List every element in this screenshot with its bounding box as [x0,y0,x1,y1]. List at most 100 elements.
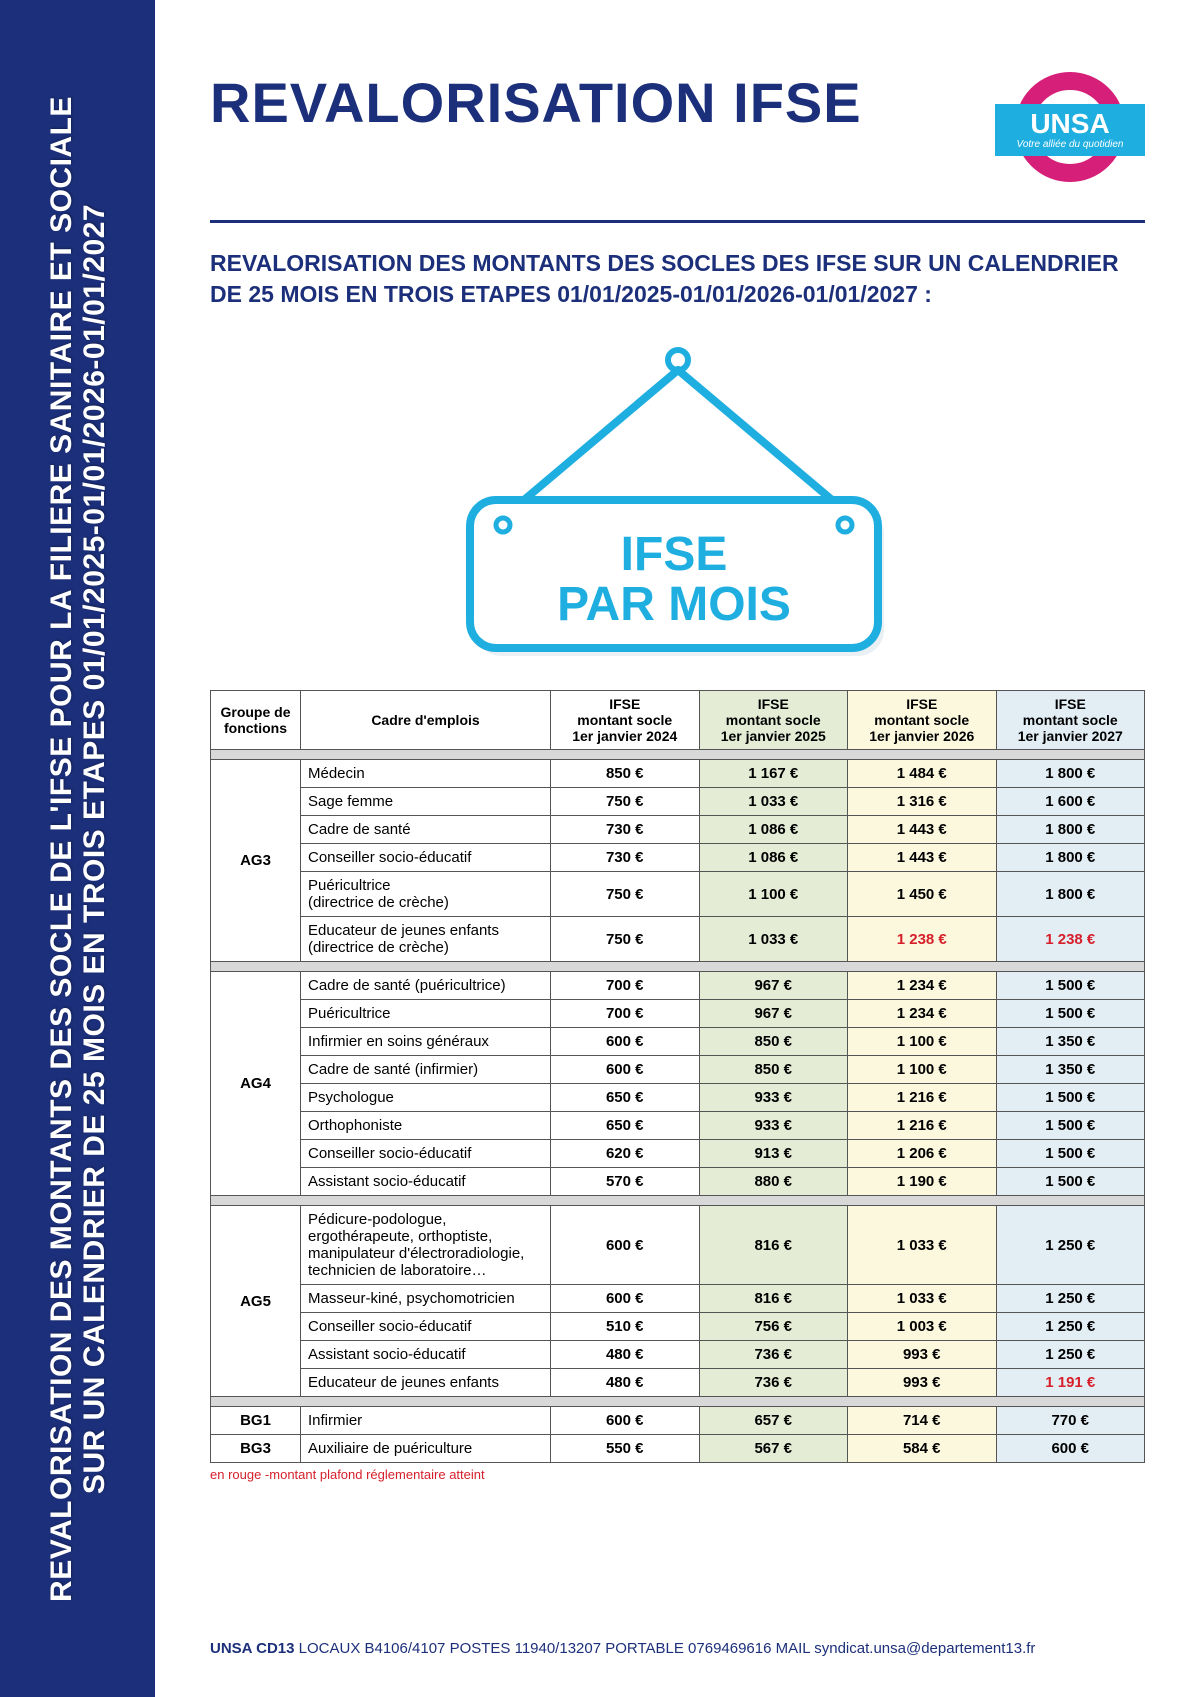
table-cell: 933 € [699,1084,848,1112]
table-cell: 1 206 € [848,1140,997,1168]
table-cell: 736 € [699,1341,848,1369]
table-cell: 1 003 € [848,1313,997,1341]
table-row: BG1Infirmier600 €657 €714 €770 € [211,1407,1145,1435]
table-row: Assistant socio-éducatif570 €880 €1 190 … [211,1168,1145,1196]
ifse-table: Groupe de fonctions Cadre d'emplois IFSE… [210,690,1145,1463]
table-cell: 1 238 € [996,917,1145,962]
table-cell: 1 238 € [848,917,997,962]
group-cell: AG4 [211,972,301,1196]
table-cell: 750 € [551,917,700,962]
subtitle: REVALORISATION DES MONTANTS DES SOCLES D… [210,248,1145,310]
divider [210,220,1145,223]
footer-bold: UNSA CD13 [210,1640,294,1657]
logo-band: UNSA Votre alliée du quotidien [995,104,1145,156]
table-cell: 1 100 € [699,872,848,917]
table-cell: 714 € [848,1407,997,1435]
hanging-sign-icon: IFSE PAR MOIS [448,340,908,660]
table-cell: 620 € [551,1140,700,1168]
table-cell: 700 € [551,1000,700,1028]
table-cell: 1 216 € [848,1112,997,1140]
table-cell: 1 800 € [996,816,1145,844]
table-row: Masseur-kiné, psychomotricien600 €816 €1… [211,1285,1145,1313]
table-legend: en rouge -montant plafond réglementaire … [210,1467,1145,1482]
table-cell: 933 € [699,1112,848,1140]
job-cell: Sage femme [301,788,551,816]
table-row: Infirmier en soins généraux600 €850 €1 1… [211,1028,1145,1056]
page-title: REVALORISATION IFSE [210,70,862,135]
table-cell: 600 € [551,1206,700,1285]
table-cell: 550 € [551,1435,700,1463]
table-cell: 1 100 € [848,1056,997,1084]
table-cell: 600 € [551,1285,700,1313]
sign-line1: IFSE [620,528,727,581]
table-cell: 600 € [551,1056,700,1084]
sidebar: REVALORISATION DES MONTANTS DES SOCLE DE… [0,0,155,1697]
table-cell: 1 350 € [996,1028,1145,1056]
table-cell: 1 250 € [996,1341,1145,1369]
table-cell: 967 € [699,972,848,1000]
table-cell: 584 € [848,1435,997,1463]
job-cell: Conseiller socio-éducatif [301,1140,551,1168]
th-group: Groupe de fonctions [211,691,301,750]
table-row: Orthophoniste650 €933 €1 216 €1 500 € [211,1112,1145,1140]
job-cell: Pédicure-podologue, ergothérapeute, orth… [301,1206,551,1285]
table-cell: 480 € [551,1369,700,1397]
table-cell: 1 033 € [699,917,848,962]
table-cell: 600 € [551,1407,700,1435]
table-cell: 736 € [699,1369,848,1397]
table-cell: 1 190 € [848,1168,997,1196]
table-cell: 1 350 € [996,1056,1145,1084]
table-cell: 1 167 € [699,760,848,788]
table-row: Assistant socio-éducatif480 €736 €993 €1… [211,1341,1145,1369]
table-cell: 967 € [699,1000,848,1028]
table-cell: 913 € [699,1140,848,1168]
table-cell: 567 € [699,1435,848,1463]
job-cell: Educateur de jeunes enfants(directrice d… [301,917,551,962]
group-cell: AG5 [211,1206,301,1397]
table-cell: 850 € [699,1056,848,1084]
job-cell: Conseiller socio-éducatif [301,844,551,872]
table-cell: 756 € [699,1313,848,1341]
header: REVALORISATION IFSE UNSA Votre alliée du… [210,70,1145,190]
table-row: Educateur de jeunes enfants(directrice d… [211,917,1145,962]
table-cell: 1 500 € [996,1084,1145,1112]
table-cell: 657 € [699,1407,848,1435]
table-cell: 1 033 € [848,1206,997,1285]
table-cell: 600 € [551,1028,700,1056]
job-cell: Orthophoniste [301,1112,551,1140]
th-job: Cadre d'emplois [301,691,551,750]
table-cell: 1 316 € [848,788,997,816]
sign-line2: PAR MOIS [557,578,791,631]
job-cell: Médecin [301,760,551,788]
table-cell: 1 191 € [996,1369,1145,1397]
table-cell: 850 € [699,1028,848,1056]
table-cell: 1 086 € [699,844,848,872]
content: REVALORISATION IFSE UNSA Votre alliée du… [155,0,1200,1697]
job-cell: Infirmier en soins généraux [301,1028,551,1056]
job-cell: Cadre de santé (puéricultrice) [301,972,551,1000]
table-cell: 750 € [551,872,700,917]
table-row: Conseiller socio-éducatif510 €756 €1 003… [211,1313,1145,1341]
table-row: AG4Cadre de santé (puéricultrice)700 €96… [211,972,1145,1000]
table-row: Sage femme750 €1 033 €1 316 €1 600 € [211,788,1145,816]
table-cell: 1 600 € [996,788,1145,816]
table-cell: 1 800 € [996,844,1145,872]
table-cell: 600 € [996,1435,1145,1463]
table-cell: 730 € [551,844,700,872]
table-cell: 1 443 € [848,844,997,872]
table-cell: 1 086 € [699,816,848,844]
job-cell: Infirmier [301,1407,551,1435]
table-cell: 750 € [551,788,700,816]
table-cell: 1 100 € [848,1028,997,1056]
table-cell: 480 € [551,1341,700,1369]
table-body: AG3Médecin850 €1 167 €1 484 €1 800 €Sage… [211,750,1145,1463]
th-2026: IFSEmontant socle1er janvier 2026 [848,691,997,750]
th-2024: IFSEmontant socle1er janvier 2024 [551,691,700,750]
table-cell: 770 € [996,1407,1145,1435]
table-cell: 570 € [551,1168,700,1196]
table-cell: 816 € [699,1206,848,1285]
table-cell: 1 033 € [848,1285,997,1313]
table-row: Educateur de jeunes enfants480 €736 €993… [211,1369,1145,1397]
job-cell: Psychologue [301,1084,551,1112]
footer: UNSA CD13 LOCAUX B4106/4107 POSTES 11940… [210,1640,1035,1657]
